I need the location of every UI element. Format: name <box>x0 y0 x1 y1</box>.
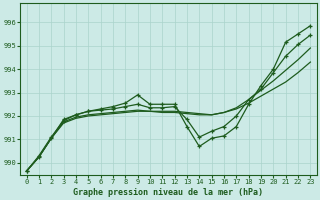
X-axis label: Graphe pression niveau de la mer (hPa): Graphe pression niveau de la mer (hPa) <box>74 188 263 197</box>
